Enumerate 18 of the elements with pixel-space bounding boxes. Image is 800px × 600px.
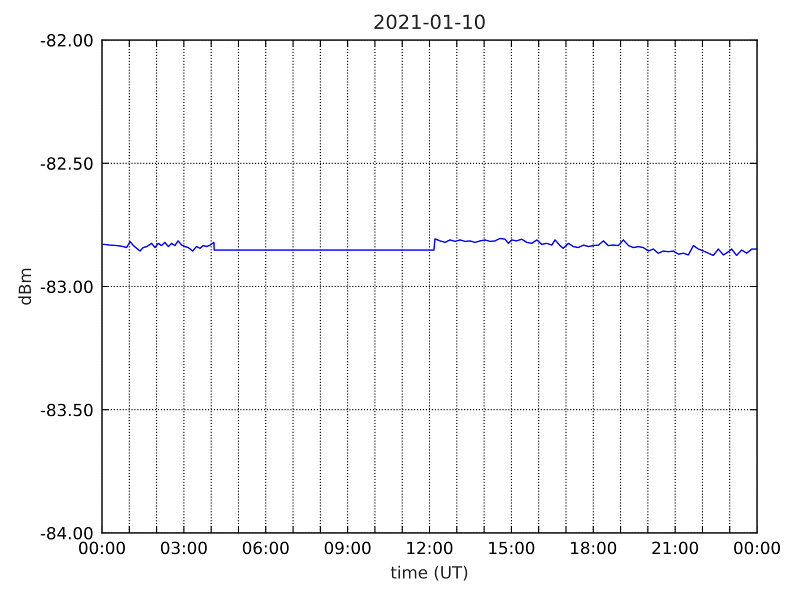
x-tick-label: 00:00 (734, 542, 780, 554)
x-tick-label: 12:00 (407, 542, 452, 554)
y-tick-label: -82.50 (40, 157, 93, 170)
y-axis-title: dBm (18, 268, 32, 305)
y-tick-label: -82.00 (40, 34, 93, 47)
x-axis-title: time (UT) (390, 566, 468, 581)
x-tick-label: 06:00 (242, 542, 289, 554)
x-tick-label: 03:00 (160, 542, 207, 554)
y-tick-label: -83.00 (40, 280, 93, 294)
x-tick-label: 15:00 (489, 542, 534, 554)
x-tick-label: 18:00 (571, 542, 616, 554)
x-tick-label: 00:00 (79, 542, 125, 554)
y-tick-label: -83.50 (40, 404, 93, 416)
x-tick-label: 21:00 (652, 542, 698, 554)
chart-title: 2021-01-10 (374, 14, 485, 30)
x-tick-label: 09:00 (324, 542, 371, 554)
y-tick-label: -84.00 (40, 526, 93, 540)
line-series (102, 238, 758, 256)
